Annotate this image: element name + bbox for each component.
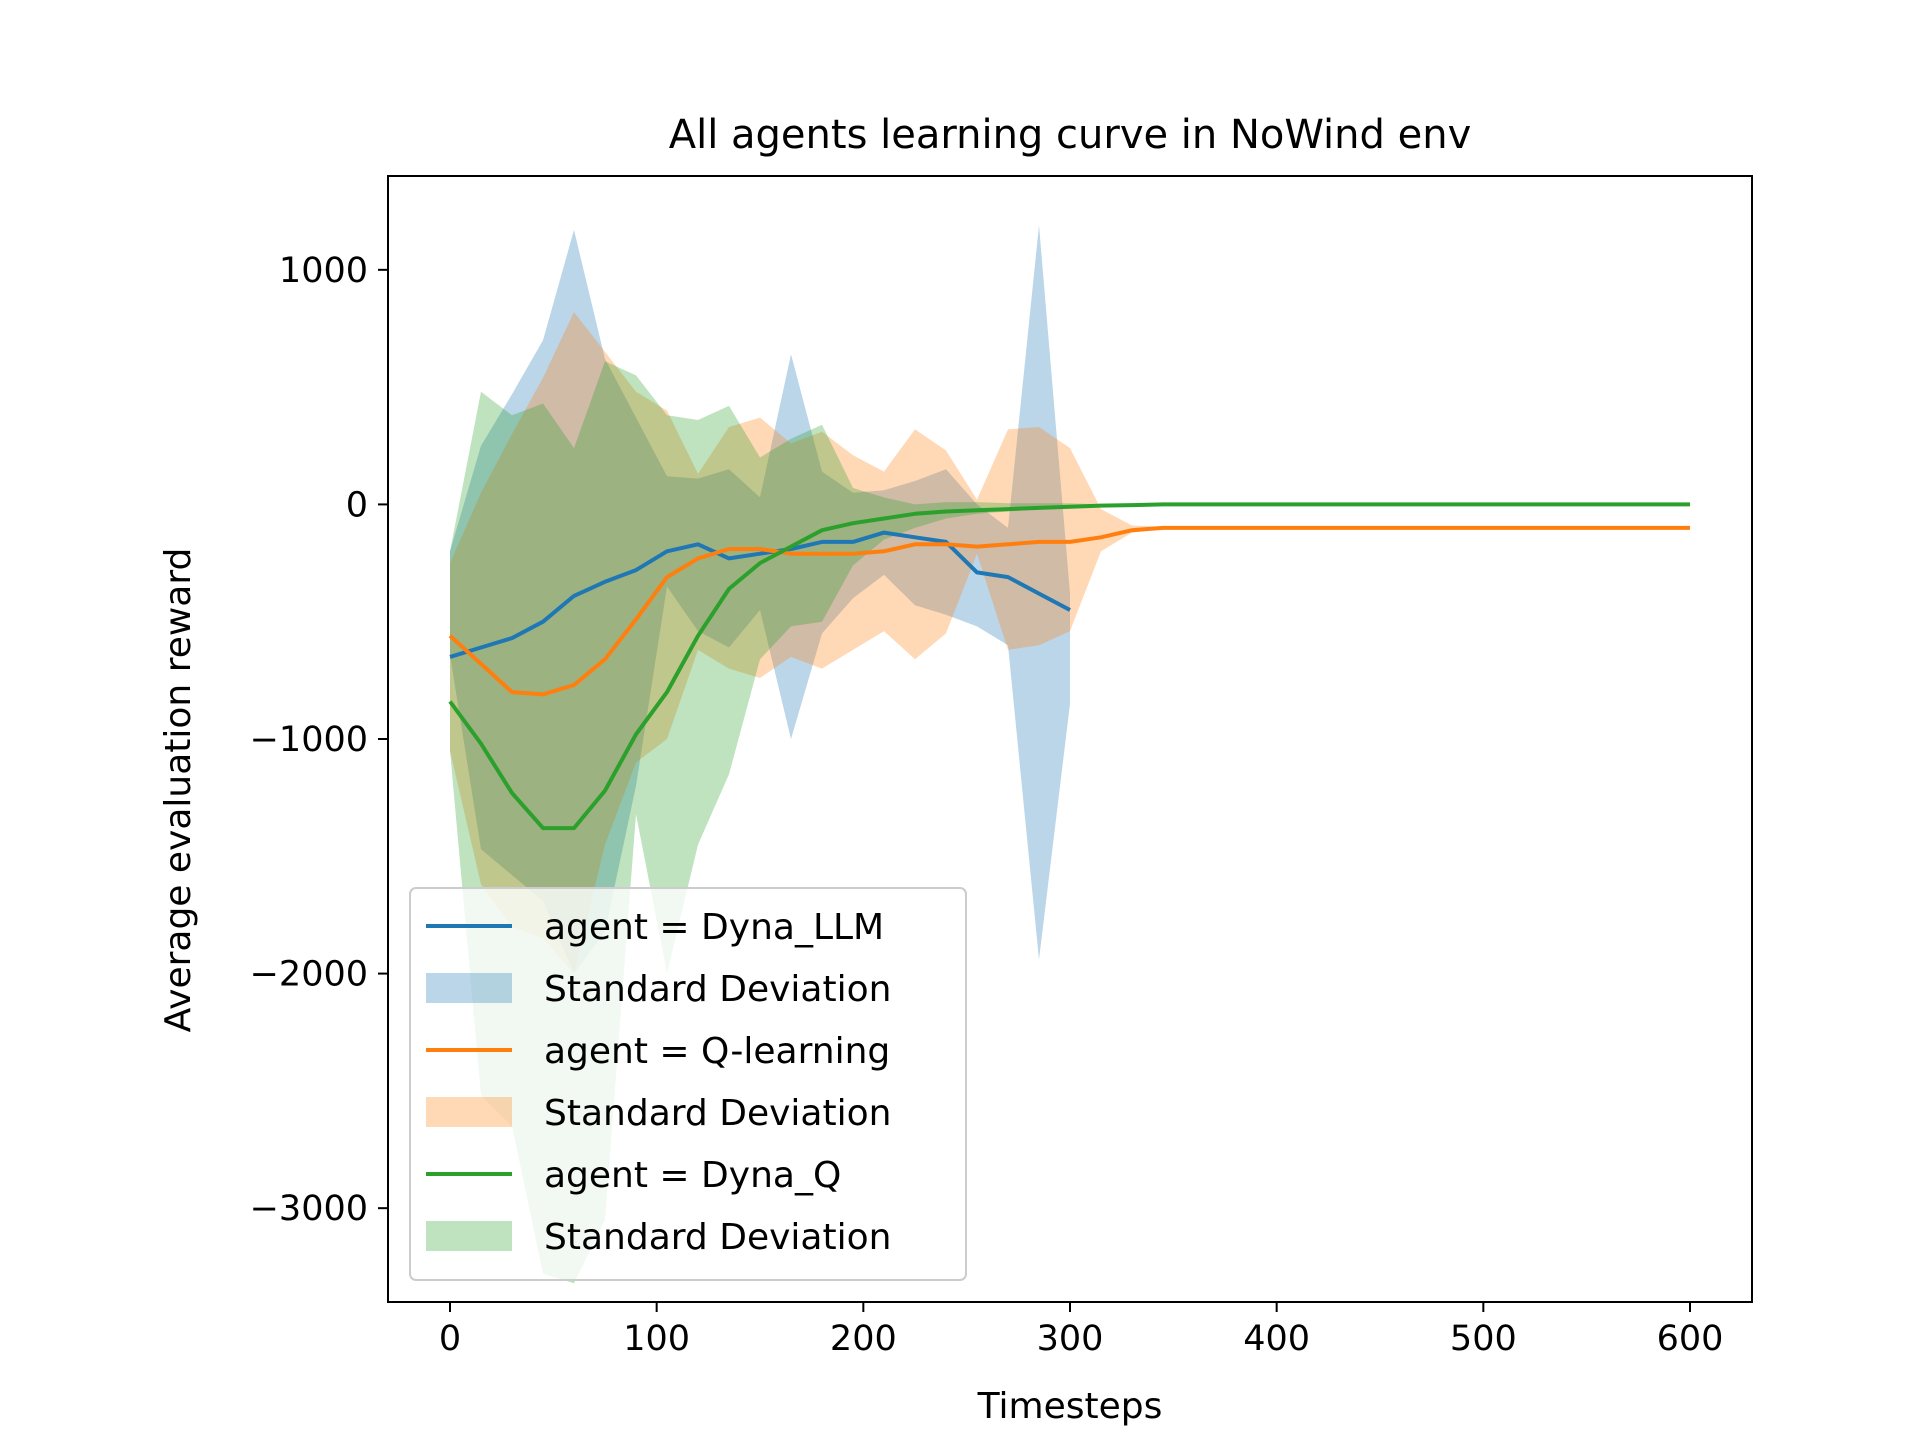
x-axis-label: Timesteps	[977, 1386, 1163, 1427]
x-tick-label: 300	[1037, 1319, 1104, 1359]
y-axis-label: Average evaluation reward	[158, 548, 199, 1033]
std-band-dyna-q	[450, 361, 1690, 1284]
legend-box	[409, 887, 967, 1281]
legend: agent = Dyna_LLM Standard Deviation agent …	[409, 887, 967, 1281]
x-tick-label: 200	[830, 1319, 897, 1359]
x-tick-label: 400	[1243, 1319, 1310, 1359]
mean-lines	[448, 502, 1690, 831]
x-tick-label: 100	[623, 1319, 690, 1359]
legend-patch-swatch	[426, 1097, 512, 1127]
x-tick-label: 500	[1450, 1319, 1517, 1359]
chart-title: All agents learning curve in NoWind env	[669, 112, 1472, 158]
y-axis-ticks: 1000 0 −1000 −2000 −3000	[250, 251, 388, 1229]
legend-label: Standard Deviation	[544, 969, 891, 1010]
legend-patch-swatch	[426, 973, 512, 1003]
y-tick-label: −2000	[250, 955, 368, 995]
y-tick-label: 1000	[279, 251, 368, 291]
x-axis-ticks: 0 100 200 300 400 500 600	[439, 1302, 1724, 1359]
legend-label: agent = Q-learning	[544, 1031, 890, 1072]
legend-label: agent = Dyna_LLM	[544, 907, 884, 948]
legend-label: Standard Deviation	[544, 1093, 891, 1134]
x-tick-label: 0	[439, 1319, 461, 1359]
y-tick-label: −1000	[250, 720, 368, 760]
mean-line-dyna-llm	[449, 530, 1071, 659]
std-band-q-learning	[450, 312, 1690, 974]
mean-line-dyna-q	[448, 502, 1690, 831]
legend-patch-swatch	[426, 1221, 512, 1251]
legend-label: agent = Dyna_Q	[544, 1155, 841, 1196]
mean-line-q-learning	[448, 525, 1690, 697]
x-tick-label: 600	[1657, 1319, 1724, 1359]
legend-label: Standard Deviation	[544, 1217, 891, 1258]
y-tick-label: 0	[346, 485, 368, 525]
y-tick-label: −3000	[250, 1189, 368, 1229]
